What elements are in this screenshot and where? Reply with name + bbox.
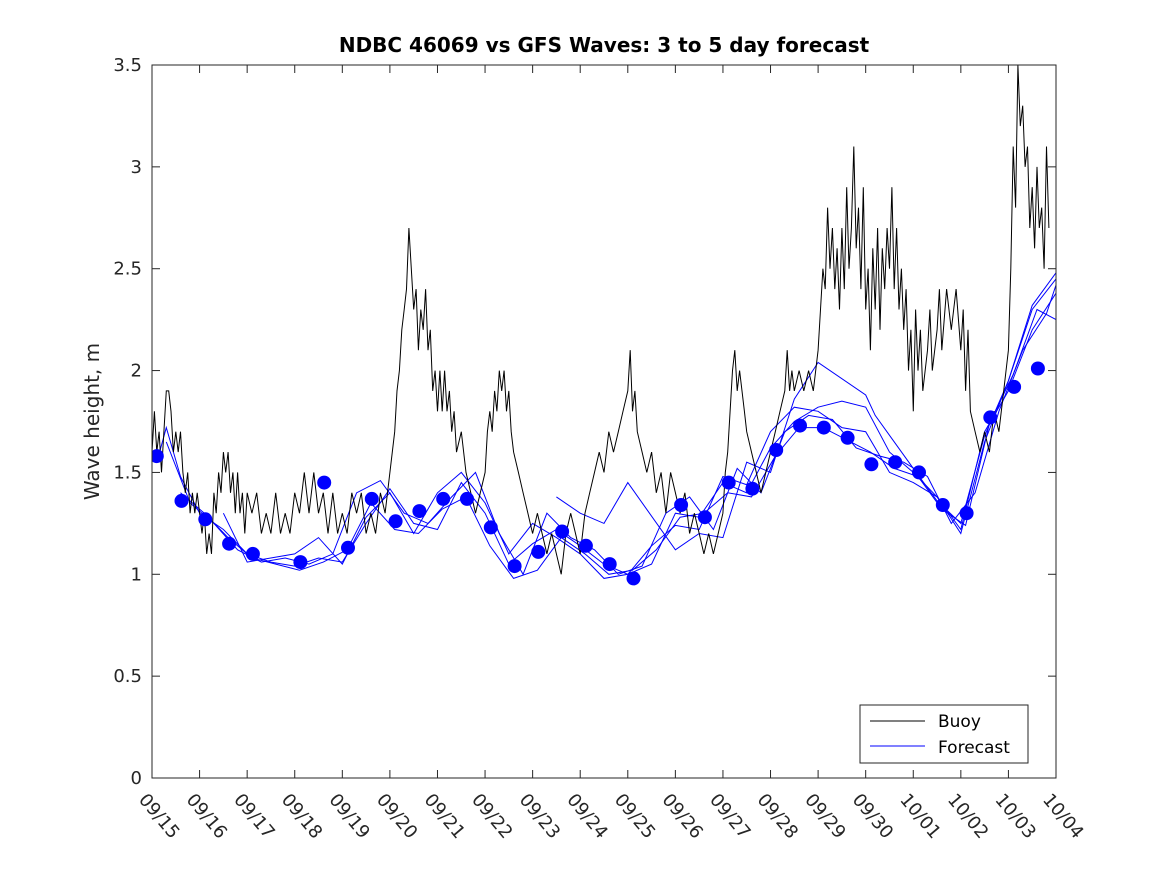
forecast-point — [436, 491, 451, 506]
forecast-point — [697, 510, 712, 525]
forecast-point — [626, 571, 641, 586]
forecast-point — [293, 555, 308, 570]
chart-title: NDBC 46069 vs GFS Waves: 3 to 5 day fore… — [339, 33, 870, 57]
forecast-point — [555, 524, 570, 539]
y-tick-label: 1.5 — [113, 462, 142, 483]
y-tick-label: 3.5 — [113, 55, 142, 76]
y-tick-label: 0 — [131, 768, 142, 789]
forecast-point — [341, 540, 355, 555]
legend-buoy-label: Buoy — [938, 712, 981, 732]
forecast-point — [460, 491, 474, 506]
forecast-point — [198, 512, 213, 527]
forecast-point — [816, 420, 831, 435]
forecast-point — [152, 449, 164, 464]
forecast-point — [983, 410, 998, 425]
forecast-point — [174, 493, 189, 508]
y-tick-label: 2.5 — [113, 259, 142, 280]
forecast-point — [721, 475, 736, 490]
forecast-point — [1030, 361, 1045, 376]
forecast-point — [959, 506, 974, 521]
forecast-point — [864, 457, 879, 472]
legend: Buoy Forecast — [859, 704, 1029, 764]
forecast-point — [483, 520, 498, 535]
plot-area — [152, 65, 1056, 778]
y-tick-label: 2 — [131, 361, 142, 382]
y-axis-label: Wave height, m — [80, 343, 104, 500]
forecast-point — [769, 443, 784, 457]
y-tick-label: 1 — [131, 564, 142, 585]
legend-box — [859, 704, 1029, 764]
forecast-point — [840, 430, 855, 445]
forecast-point — [317, 475, 332, 490]
forecast-point — [222, 536, 237, 551]
y-tick-label: 3 — [131, 157, 142, 178]
forecast-point — [507, 559, 522, 574]
forecast-point — [602, 557, 617, 572]
forecast-point — [888, 455, 903, 470]
forecast-point — [935, 498, 950, 512]
forecast-point — [745, 481, 760, 496]
forecast-point — [364, 491, 379, 506]
forecast-point — [793, 418, 807, 433]
forecast-point — [245, 546, 260, 561]
forecast-point — [531, 544, 546, 559]
axes-box — [151, 64, 1057, 779]
series-group — [152, 65, 1056, 586]
y-tick-label: 0.5 — [113, 666, 142, 687]
forecast-point — [578, 538, 593, 553]
forecast-point — [412, 504, 427, 519]
forecast-point — [1007, 379, 1022, 394]
legend-forecast-label: Forecast — [938, 738, 1010, 758]
forecast-point — [388, 514, 403, 529]
forecast-point — [912, 465, 926, 480]
forecast-point — [674, 498, 689, 512]
buoy-line — [152, 65, 1050, 575]
